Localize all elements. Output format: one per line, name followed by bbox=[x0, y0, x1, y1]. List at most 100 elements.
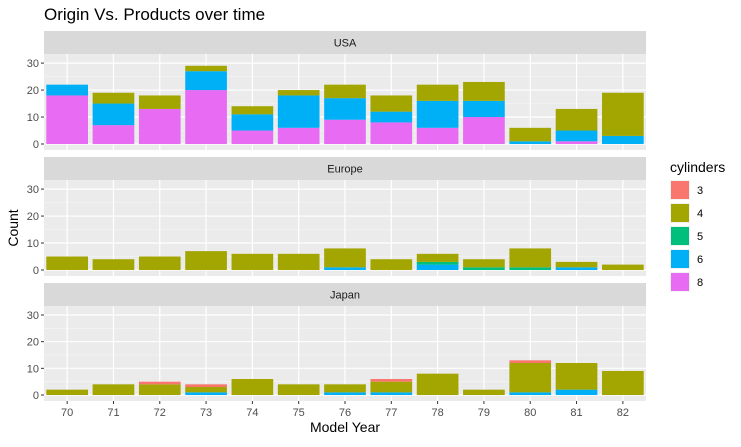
y-tick-label: 30 bbox=[27, 184, 39, 196]
legend: 3 4 5 6 8 bbox=[670, 180, 703, 292]
facet-strip-label: Japan bbox=[330, 290, 360, 302]
x-tick-label: 72 bbox=[154, 407, 166, 419]
legend-label: 6 bbox=[697, 254, 703, 266]
legend-key-swatch bbox=[671, 227, 689, 245]
bar-japan-80-cyl4 bbox=[509, 363, 552, 393]
bar-usa-79-cyl8 bbox=[463, 117, 505, 144]
bar-usa-82-cyl4 bbox=[602, 92, 644, 136]
bar-japan-74-cyl4 bbox=[231, 379, 274, 395]
bar-japan-75-cyl4 bbox=[277, 384, 320, 395]
bar-europe-72-cyl4 bbox=[138, 256, 181, 270]
y-tick-label: 30 bbox=[27, 310, 39, 322]
y-axis-label: Count bbox=[5, 209, 21, 246]
bar-europe-77-cyl4 bbox=[370, 259, 413, 270]
bar-usa-81-cyl8 bbox=[555, 141, 598, 144]
facet-strip-label: USA bbox=[334, 38, 357, 50]
bar-japan-81-cyl4 bbox=[555, 363, 598, 390]
y-tick-label: 10 bbox=[27, 363, 39, 375]
bar-usa-72-cyl8 bbox=[138, 108, 181, 144]
bar-japan-77-cyl3 bbox=[370, 379, 413, 382]
y-tick-label: 30 bbox=[27, 58, 39, 70]
x-tick-label: 82 bbox=[617, 407, 629, 419]
bar-usa-75-cyl8 bbox=[277, 127, 320, 144]
bar-usa-73-cyl6 bbox=[185, 71, 227, 91]
y-tick-label: 0 bbox=[33, 390, 39, 402]
bar-usa-78-cyl8 bbox=[416, 127, 459, 144]
bar-usa-78-cyl6 bbox=[416, 100, 459, 128]
bar-europe-79-cyl5 bbox=[463, 267, 505, 270]
bar-japan-73-cyl4 bbox=[185, 387, 227, 393]
bar-japan-81-cyl6 bbox=[555, 389, 598, 395]
bar-usa-73-cyl4 bbox=[185, 65, 227, 72]
bar-japan-80-cyl6 bbox=[509, 392, 552, 395]
facet-panel-usa: USA 0 10 20 30 bbox=[27, 31, 646, 151]
bar-usa-79-cyl6 bbox=[463, 100, 505, 118]
bar-europe-74-cyl4 bbox=[231, 253, 274, 270]
chart-title: Origin Vs. Products over time bbox=[44, 5, 265, 24]
y-tick-label: 10 bbox=[27, 238, 39, 250]
bar-japan-76-cyl4 bbox=[324, 384, 366, 393]
facet-strip bbox=[44, 283, 646, 306]
bar-europe-76-cyl4 bbox=[324, 248, 366, 268]
bar-europe-78-cyl5 bbox=[416, 261, 459, 265]
bar-usa-74-cyl4 bbox=[231, 106, 274, 115]
bar-usa-81-cyl4 bbox=[555, 108, 598, 131]
bar-europe-81-cyl4 bbox=[555, 261, 598, 268]
y-tick-label: 0 bbox=[33, 139, 39, 151]
x-tick-label: 80 bbox=[524, 407, 536, 419]
bar-usa-79-cyl4 bbox=[463, 81, 505, 101]
bar-usa-80-cyl4 bbox=[509, 127, 552, 142]
x-tick-label: 77 bbox=[385, 407, 397, 419]
bar-usa-70-cyl6 bbox=[46, 84, 88, 96]
x-axis-ticks: 70 71 72 73 74 75 76 77 78 79 80 81 82 bbox=[61, 401, 629, 419]
x-tick-label: 71 bbox=[107, 407, 119, 419]
y-tick-label: 20 bbox=[27, 85, 39, 97]
y-tick-label: 20 bbox=[27, 211, 39, 223]
bar-usa-77-cyl4 bbox=[370, 95, 413, 112]
bar-japan-76-cyl6 bbox=[324, 392, 366, 395]
bar-usa-75-cyl6 bbox=[277, 95, 320, 128]
bar-europe-76-cyl6 bbox=[324, 267, 366, 270]
x-tick-label: 81 bbox=[570, 407, 582, 419]
x-tick-label: 76 bbox=[339, 407, 351, 419]
bar-japan-70-cyl4 bbox=[46, 389, 88, 395]
bar-usa-74-cyl6 bbox=[231, 114, 274, 131]
x-tick-label: 78 bbox=[431, 407, 443, 419]
x-tick-label: 75 bbox=[293, 407, 305, 419]
bar-usa-73-cyl8 bbox=[185, 90, 227, 144]
bar-japan-72-cyl4 bbox=[138, 384, 181, 395]
bar-usa-81-cyl6 bbox=[555, 130, 598, 142]
bar-usa-76-cyl4 bbox=[324, 84, 366, 99]
bar-usa-72-cyl4 bbox=[138, 95, 181, 109]
bar-usa-80-cyl6 bbox=[509, 141, 552, 144]
bar-japan-77-cyl6 bbox=[370, 392, 413, 395]
bar-europe-80-cyl4 bbox=[509, 248, 552, 268]
legend-label: 8 bbox=[697, 277, 703, 289]
x-axis-label: Model Year bbox=[310, 419, 380, 435]
bar-usa-76-cyl8 bbox=[324, 119, 366, 144]
bar-usa-77-cyl8 bbox=[370, 122, 413, 144]
bar-europe-78-cyl4 bbox=[416, 253, 459, 262]
bar-europe-70-cyl4 bbox=[46, 256, 88, 270]
x-tick-label: 79 bbox=[478, 407, 490, 419]
bar-usa-82-cyl6 bbox=[602, 135, 644, 144]
bar-europe-81-cyl6 bbox=[555, 267, 598, 270]
bar-usa-74-cyl8 bbox=[231, 130, 274, 144]
legend-key-swatch bbox=[671, 181, 689, 199]
bar-japan-82-cyl4 bbox=[602, 371, 644, 395]
bar-japan-80-cyl3 bbox=[509, 360, 552, 363]
legend-label: 5 bbox=[697, 231, 703, 243]
legend-title: cylinders bbox=[670, 159, 725, 175]
bar-japan-79-cyl4 bbox=[463, 389, 505, 395]
bar-usa-71-cyl4 bbox=[92, 92, 135, 104]
legend-key-swatch bbox=[671, 204, 689, 222]
legend-label: 4 bbox=[697, 208, 703, 220]
legend-label: 3 bbox=[697, 185, 703, 197]
facet-panel-japan: Japan 0 10 20 30 bbox=[27, 283, 646, 402]
bar-japan-78-cyl4 bbox=[416, 373, 459, 395]
facet-strip bbox=[44, 31, 646, 54]
facet-strip-label: Europe bbox=[327, 164, 362, 176]
facet-panels: USA 0 10 20 30 Europe 0 10 20 30 Japan 0 10 20 30 bbox=[27, 31, 646, 402]
bar-usa-76-cyl6 bbox=[324, 98, 366, 120]
